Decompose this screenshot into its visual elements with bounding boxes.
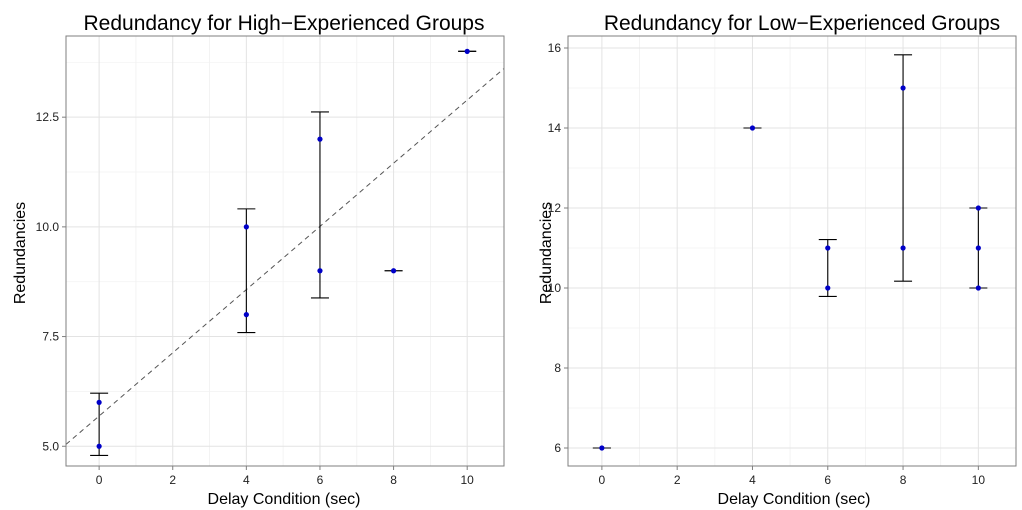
y-tick-label: 6 bbox=[554, 441, 561, 455]
data-point bbox=[96, 443, 102, 449]
data-point bbox=[317, 268, 323, 274]
data-point bbox=[243, 224, 249, 230]
data-point bbox=[243, 312, 249, 318]
data-point bbox=[900, 245, 906, 251]
x-axis-label: Delay Condition (sec) bbox=[718, 491, 871, 508]
x-tick-label: 2 bbox=[674, 473, 681, 487]
data-point bbox=[96, 399, 102, 405]
data-point bbox=[390, 268, 397, 274]
x-tick-label: 8 bbox=[390, 473, 397, 487]
y-tick-label: 10.0 bbox=[36, 220, 60, 234]
data-point bbox=[599, 445, 605, 451]
x-axis-label: Delay Condition (sec) bbox=[208, 491, 361, 508]
data-point bbox=[975, 205, 981, 211]
x-tick-label: 6 bbox=[317, 473, 324, 487]
data-point bbox=[975, 245, 981, 251]
y-tick-label: 16 bbox=[548, 41, 562, 55]
y-tick-label: 14 bbox=[548, 121, 562, 135]
y-tick-label: 10 bbox=[548, 281, 562, 295]
grid bbox=[568, 36, 1016, 466]
chart-title: Redundancy for Low−Experienced Groups bbox=[604, 12, 1000, 35]
error-bar bbox=[237, 208, 256, 334]
error-bar bbox=[894, 54, 913, 282]
y-tick-label: 8 bbox=[554, 361, 561, 375]
data-point bbox=[317, 136, 323, 142]
x-tick-label: 10 bbox=[972, 473, 986, 487]
y-tick-label: 12.5 bbox=[36, 110, 60, 124]
x-tick-label: 10 bbox=[461, 473, 475, 487]
trend-line bbox=[66, 68, 504, 445]
panel-border bbox=[567, 35, 1017, 467]
data-point bbox=[825, 285, 831, 291]
x-tick-label: 4 bbox=[749, 473, 756, 487]
x-tick-label: 2 bbox=[169, 473, 176, 487]
data-point bbox=[975, 285, 981, 291]
y-tick-label: 12 bbox=[548, 201, 562, 215]
chart-title: Redundancy for High−Experienced Groups bbox=[84, 12, 485, 35]
y-tick-label: 7.5 bbox=[42, 330, 59, 344]
data-point bbox=[825, 245, 831, 251]
y-axis-label: Redundancies bbox=[12, 202, 29, 304]
error-bar bbox=[310, 111, 329, 299]
x-tick-label: 0 bbox=[96, 473, 103, 487]
y-tick-label: 5.0 bbox=[42, 439, 59, 453]
y-axis-label: Redundancies bbox=[538, 202, 555, 304]
x-tick-label: 4 bbox=[243, 473, 250, 487]
x-tick-label: 8 bbox=[900, 473, 907, 487]
x-tick-label: 0 bbox=[599, 473, 606, 487]
chart-high-experienced: Redundancy for High−Experienced Groups D… bbox=[12, 12, 505, 508]
data-point bbox=[464, 48, 470, 54]
panel-border bbox=[65, 35, 505, 467]
data-point bbox=[749, 125, 756, 131]
x-tick-label: 6 bbox=[824, 473, 831, 487]
grid bbox=[66, 36, 504, 466]
data-point bbox=[900, 85, 906, 91]
chart-low-experienced: Redundancy for Low−Experienced Groups De… bbox=[538, 12, 1017, 508]
